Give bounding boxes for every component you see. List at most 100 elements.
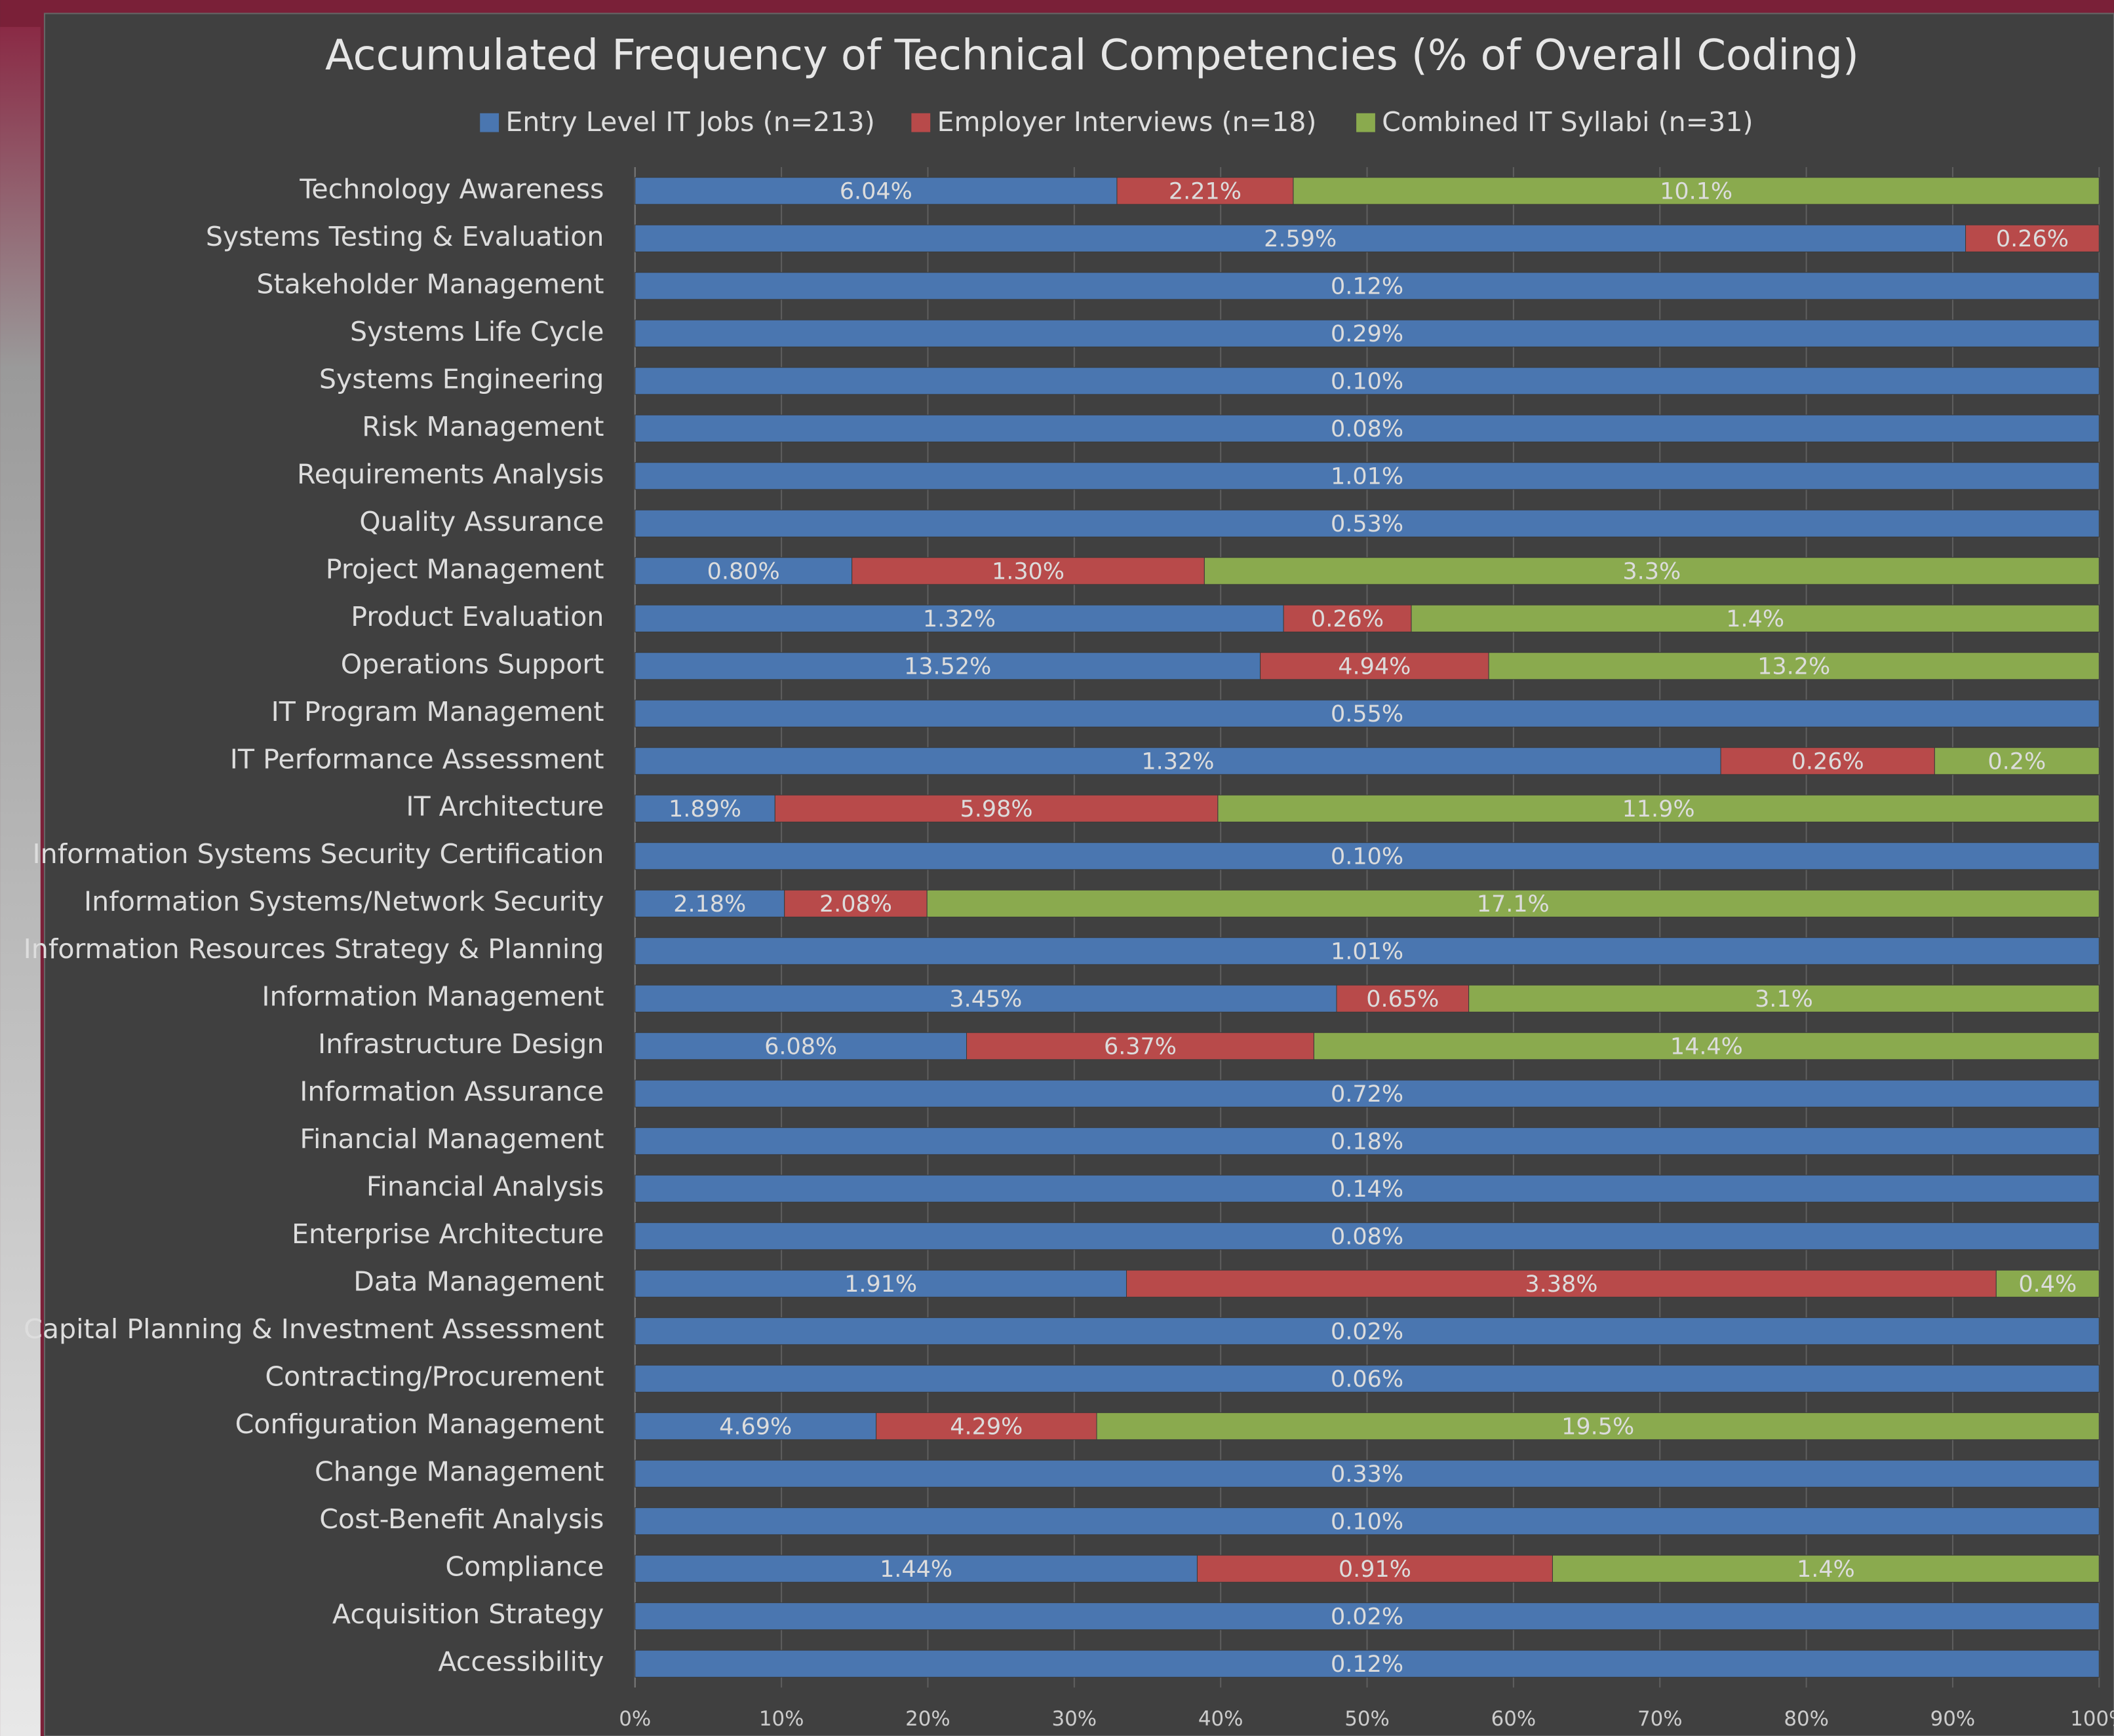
bar-segment [635,1269,1127,1298]
bar-segment [635,1127,2100,1155]
bar-segment [876,1412,1097,1440]
data-label: 0.26% [1311,606,1384,632]
y-tick-label: Configuration Management [235,1408,604,1440]
y-tick-label: Systems Life Cycle [350,316,604,347]
data-label: 0.26% [1791,748,1864,775]
data-label: 0.80% [707,558,780,585]
bar-segment [1965,224,2100,252]
y-tick-label: Capital Planning & Investment Assessment [24,1313,604,1345]
bar-segment [635,509,2100,537]
data-label: 0.02% [1331,1604,1403,1630]
legend-label: Combined IT Syllabi (n=31) [1382,106,1753,138]
legend-label: Employer Interviews (n=18) [937,106,1316,138]
data-label: 3.45% [949,986,1022,1013]
data-label: 4.29% [950,1414,1023,1440]
y-tick-label: Compliance [445,1551,604,1583]
y-tick-label: Contracting/Procurement [265,1361,604,1393]
data-label: 6.37% [1104,1033,1177,1060]
bar-segment [635,604,1284,632]
data-label: 0.2% [1987,748,2046,775]
bar-segment [635,414,2100,442]
data-label: 0.91% [1339,1556,1411,1583]
legend-swatch [1356,113,1375,132]
y-tick-label: Information Assurance [300,1076,604,1108]
y-tick-label: Technology Awareness [299,173,604,204]
y-tick-label: IT Architecture [406,791,604,822]
bar-segment [1217,794,2100,822]
data-label: 1.44% [880,1556,952,1583]
data-label: 6.04% [840,178,912,204]
y-tick-label: Risk Management [362,411,604,442]
x-tick-label: 60% [1491,1707,1537,1731]
bar-segment [635,984,1337,1013]
data-label: 4.69% [719,1414,792,1440]
y-tick-label: Information Systems Security Certificati… [33,838,604,870]
bar-segment [635,794,775,822]
bar-segment [635,272,2100,300]
legend-swatch [480,113,499,132]
bar-segment [1934,747,2100,775]
y-tick-label: Product Evaluation [351,601,604,632]
x-tick-label: 50% [1344,1707,1390,1731]
y-tick-label: Information Resources Strategy & Plannin… [24,933,604,965]
data-label: 0.10% [1331,1509,1403,1535]
bar-segment [635,1649,2100,1678]
bar-segment [1336,984,1470,1013]
bar-segment [1293,177,2100,205]
data-label: 0.14% [1331,1176,1403,1203]
bar-segment [635,1317,2100,1345]
x-tick-label: 40% [1198,1707,1243,1731]
data-label: 11.9% [1622,796,1695,822]
data-label: 0.65% [1366,986,1439,1013]
bar-segment [1720,747,1935,775]
chart-title: Accumulated Frequency of Technical Compe… [325,31,1859,80]
data-label: 2.21% [1169,178,1242,204]
y-tick-label: Enterprise Architecture [292,1218,604,1250]
data-label: 1.91% [844,1271,917,1298]
bar-segment [635,889,785,917]
x-tick-label: 0% [619,1707,651,1731]
data-label: 0.26% [1996,226,2069,252]
bar-segment [1552,1554,2100,1583]
data-label: 1.01% [1331,938,1403,965]
bar-segment [635,699,2100,727]
y-tick-label: Financial Analysis [366,1171,604,1203]
x-tick-label: 20% [905,1707,950,1731]
bar-segment [966,1032,1314,1060]
bar-segment [1196,1554,1553,1583]
side-strip [0,27,41,1736]
bar-segment [635,1222,2100,1250]
data-label: 0.53% [1331,511,1403,537]
y-tick-label: Data Management [353,1266,604,1298]
bar-segment [635,1364,2100,1393]
data-label: 4.94% [1338,653,1411,680]
x-tick-label: 90% [1930,1707,1976,1731]
data-label: 0.4% [2018,1271,2077,1298]
y-tick-label: Financial Management [300,1123,604,1155]
data-label: 0.10% [1331,843,1403,870]
bar-segment [926,889,2100,917]
data-label: 19.5% [1561,1414,1634,1440]
bar-segment [635,1174,2100,1203]
data-label: 0.02% [1331,1319,1403,1345]
data-label: 0.10% [1331,368,1403,395]
data-label: 0.08% [1331,416,1403,442]
bar-segment [635,462,2100,490]
y-tick-label: Operations Support [341,648,604,680]
bar-segment [1995,1269,2100,1298]
data-label: 2.59% [1264,226,1337,252]
y-tick-label: Project Management [326,553,604,585]
y-tick-label: Systems Testing & Evaluation [206,221,604,252]
data-label: 3.3% [1622,558,1681,585]
data-label: 0.12% [1331,1651,1403,1678]
bar-segment [635,367,2100,395]
data-label: 1.4% [1726,606,1784,632]
bar-segment [1096,1412,2100,1440]
y-tick-label: Acquisition Strategy [332,1598,604,1630]
y-tick-label: IT Program Management [271,696,604,727]
bar-segment [784,889,928,917]
data-label: 1.89% [669,796,741,822]
data-label: 1.01% [1331,463,1403,490]
bar-segment [635,1507,2100,1535]
